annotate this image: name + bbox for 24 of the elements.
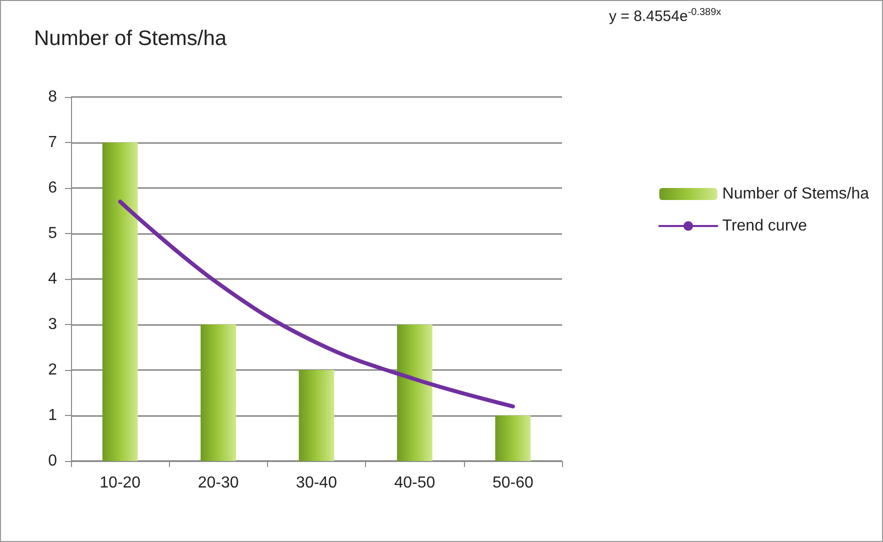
x-tick-label: 30-40 — [296, 474, 338, 492]
bar — [495, 416, 531, 461]
y-tick-label: 6 — [48, 180, 58, 196]
text: y = 8.4554e$^{-0.389x}$ — [609, 7, 722, 25]
chart-title: Number of Stems/ha — [34, 27, 227, 50]
y-tick-label: 0 — [48, 452, 58, 470]
bar — [102, 142, 138, 461]
bar — [298, 370, 334, 461]
y-tick-label: 2 — [48, 362, 58, 378]
y-tick-label: 3 — [48, 316, 58, 333]
x-tick-label: 40-50 — [394, 474, 436, 492]
bar — [397, 324, 432, 461]
x-tick-label: 20-30 — [198, 474, 239, 492]
x-tick-label: 50-60 — [492, 474, 534, 492]
y-tick-label: 1 — [48, 407, 58, 424]
y-tick-label: 7 — [48, 134, 58, 151]
legend-label: Trend curve — [722, 218, 808, 234]
legend-label: Number of Stems/ha — [722, 186, 870, 202]
bar — [200, 324, 236, 461]
y-tick-label: 8 — [48, 88, 58, 106]
y-tick-label: 4 — [48, 270, 58, 288]
line-series — [118, 200, 515, 408]
x-tick-label: 10-20 — [100, 474, 141, 492]
y-tick-label: 5 — [48, 225, 58, 242]
